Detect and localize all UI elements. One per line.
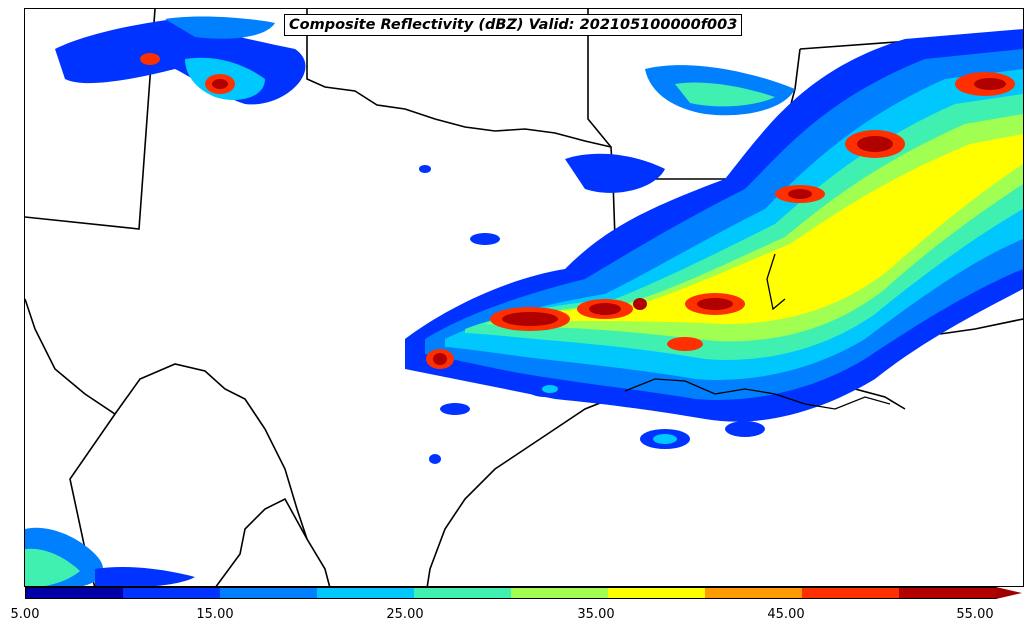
map-title: Composite Reflectivity (dBZ) Valid: 2021… xyxy=(284,14,743,36)
gulf-coast-tx xyxy=(426,380,631,586)
colorbar-tick-label: 45.00 xyxy=(767,607,805,622)
colorbar-tick-label: 15.00 xyxy=(196,607,234,622)
colorbar-tick-label: 5.00 xyxy=(10,607,40,622)
colorbar-segment xyxy=(123,588,220,598)
mexico-state-line-2 xyxy=(215,497,308,586)
colorbar-segment xyxy=(317,588,414,598)
precipitation-cells xyxy=(25,16,1023,586)
colorbar-extend-arrow xyxy=(996,587,1022,599)
colorbar-segment xyxy=(802,588,899,598)
nm-border-north xyxy=(25,9,156,230)
colorbar-tick-label: 35.00 xyxy=(577,607,615,622)
coastline-detail xyxy=(624,253,891,410)
colorbar-tick-label: 25.00 xyxy=(386,607,424,622)
tx-mexico-border xyxy=(25,298,331,586)
colorbar-segment xyxy=(899,588,996,598)
colorbar-tick-label: 55.00 xyxy=(956,607,994,622)
colorbar-segment xyxy=(608,588,705,598)
reflectivity-map xyxy=(25,9,1023,586)
colorbar-segment xyxy=(414,588,511,598)
map-panel xyxy=(24,8,1024,587)
reflectivity-colorbar xyxy=(25,587,997,599)
colorbar-segment xyxy=(705,588,802,598)
colorbar-segment xyxy=(511,588,608,598)
colorbar-segment xyxy=(220,588,317,598)
colorbar-segment xyxy=(26,588,123,598)
tx-panhandle-border xyxy=(306,9,612,148)
